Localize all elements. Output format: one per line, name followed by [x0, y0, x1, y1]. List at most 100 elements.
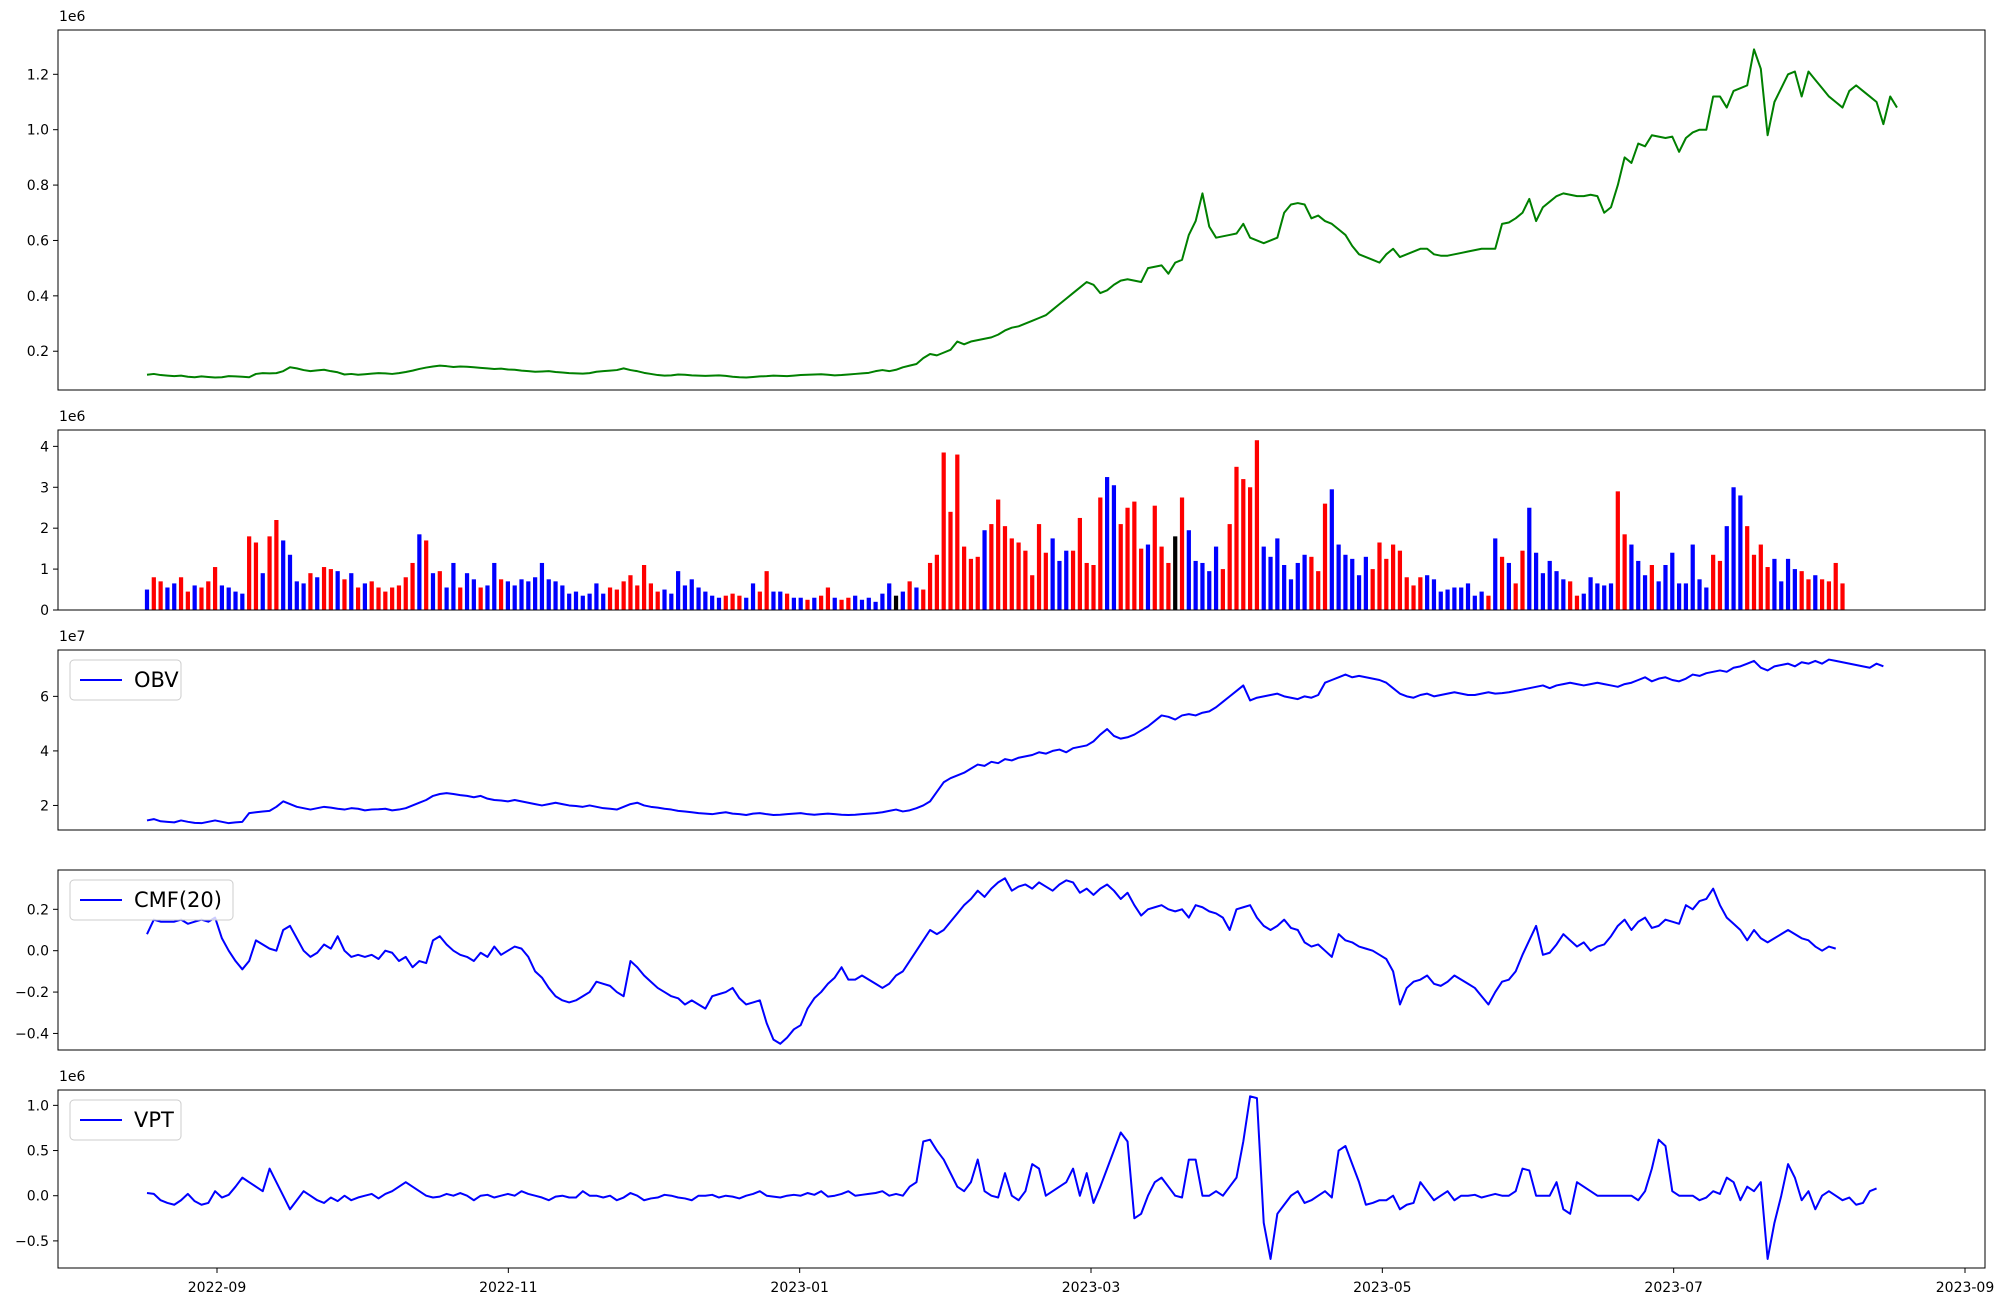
volume-bar — [669, 593, 674, 610]
volume-bar — [1697, 579, 1702, 610]
volume-bar — [287, 554, 293, 610]
volume-bar — [1166, 562, 1171, 610]
volume-bar — [539, 562, 545, 610]
volume-bar — [471, 579, 476, 610]
x-tick-label: 2023-09 — [1936, 1280, 1995, 1296]
y-multiplier-label: 1e6 — [59, 1069, 86, 1085]
volume-bar — [737, 595, 742, 610]
y-tick-label: 1.2 — [27, 67, 49, 83]
volume-bar — [376, 587, 381, 610]
volume-bar — [784, 593, 790, 610]
volume-bar — [1425, 575, 1430, 610]
y-multiplier-label: 1e6 — [59, 409, 86, 425]
volume-bar — [1806, 579, 1811, 610]
volume-bar — [1499, 556, 1505, 610]
volume-bar — [1132, 501, 1137, 610]
volume-bar — [757, 591, 762, 610]
volume-bar — [573, 591, 579, 610]
volume-bar — [1738, 495, 1743, 610]
volume-bar — [1513, 583, 1518, 610]
volume-bar — [1731, 487, 1736, 610]
volume-bar — [1159, 546, 1164, 610]
volume-bar — [1615, 491, 1620, 610]
volume-bar — [1057, 560, 1062, 610]
volume-bar — [567, 593, 572, 610]
volume-bar — [975, 556, 980, 610]
y-tick-label: 0.4 — [27, 289, 49, 305]
y-tick-label: 0.2 — [27, 344, 49, 360]
volume-bar — [206, 581, 211, 610]
volume-bar — [165, 587, 170, 610]
volume-bar — [1581, 593, 1586, 610]
volume-bar — [832, 597, 837, 610]
volume-bar — [1574, 595, 1580, 610]
volume-bar — [900, 591, 905, 610]
volume-bar — [1213, 546, 1219, 610]
volume-bar — [1397, 550, 1403, 610]
volume-bar — [519, 579, 524, 610]
volume-bar — [430, 573, 436, 610]
volume-bar — [621, 581, 626, 610]
volume-bar — [1118, 524, 1123, 610]
volume-bar — [1465, 583, 1471, 610]
volume-bar — [662, 589, 667, 610]
volume-bar — [1295, 562, 1300, 610]
volume-bar — [144, 589, 150, 610]
volume-bar — [1316, 571, 1321, 610]
volume-bar — [934, 554, 939, 610]
x-tick-label: 2023-05 — [1353, 1280, 1412, 1296]
volume-bar — [1792, 569, 1797, 610]
legend-label: OBV — [134, 668, 179, 692]
volume-bar — [1152, 505, 1157, 610]
volume-bar — [1084, 562, 1089, 610]
volume-bar — [723, 595, 728, 610]
volume-bar — [321, 567, 327, 610]
volume-bar — [778, 591, 783, 610]
panel-frame — [57, 869, 1986, 1051]
volume-bar — [1642, 575, 1648, 610]
y-tick-label: −0.5 — [15, 1234, 49, 1250]
volume-bar — [1091, 565, 1096, 610]
volume-bar — [1227, 524, 1232, 610]
volume-bar — [996, 499, 1001, 610]
volume-bar — [1125, 507, 1130, 610]
volume-bar — [533, 577, 538, 610]
y-tick-label: 0.6 — [27, 233, 49, 249]
volume-bar — [437, 571, 442, 610]
volume-bar — [1288, 579, 1294, 610]
volume-bar — [655, 591, 660, 610]
price-line — [146, 48, 1898, 379]
volume-bar — [178, 577, 184, 610]
volume-bar — [1670, 552, 1675, 610]
volume-bar — [1459, 587, 1464, 610]
volume-bar — [1186, 530, 1191, 610]
volume-bar — [301, 583, 306, 610]
volume-bar — [212, 567, 218, 610]
vpt-line — [146, 1095, 1877, 1260]
y-tick-label: 0.8 — [27, 178, 49, 194]
volume-bar — [1676, 583, 1682, 610]
volume-bar — [1826, 581, 1832, 610]
volume-bar — [710, 595, 715, 610]
volume-bar — [369, 581, 374, 610]
y-multiplier-label: 1e6 — [59, 9, 86, 25]
volume-bar — [1833, 562, 1838, 610]
volume-bar — [185, 591, 190, 610]
volume-bar — [355, 587, 361, 610]
volume-bar — [1329, 489, 1334, 610]
legend-box — [69, 1099, 182, 1141]
volume-bar — [825, 587, 831, 610]
legend-box — [69, 879, 234, 921]
volume-bar — [1179, 497, 1185, 610]
volume-bar — [805, 599, 810, 610]
volume-bar — [1275, 538, 1280, 610]
volume-bar — [1472, 595, 1477, 610]
volume-bar — [478, 587, 483, 610]
volume-bar — [362, 583, 368, 610]
volume-bar — [1002, 526, 1008, 610]
volume-bar — [308, 573, 313, 610]
cmf-20--line — [146, 877, 1837, 1045]
shared-x-axis: 2022-09 2022-11 2023-01 2023-03 2023-05 2023-… — [188, 1268, 1995, 1296]
volume-bar — [1105, 477, 1110, 610]
volume-bar — [962, 546, 967, 610]
